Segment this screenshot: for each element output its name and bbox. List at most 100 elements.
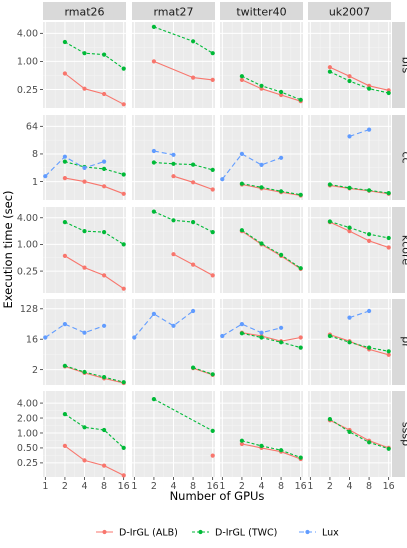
facet-panels: [43, 22, 391, 477]
data-point-d-irgl-twc: [121, 380, 126, 385]
data-point-d-irgl-twc: [327, 417, 332, 422]
series-line-lux: [349, 129, 370, 137]
data-point-d-irgl-twc: [298, 192, 303, 197]
y-tick-label: 128: [20, 304, 38, 315]
column-strips: rmat26 rmat27 twitter40 uk2007: [43, 2, 391, 20]
y-axis-ticks: 0.25 1.00 4.00 1 8 64 0.25 1.00 4.00 2 16 128 0.25 0.…: [17, 29, 43, 469]
data-point-d-irgl-alb: [62, 176, 67, 181]
data-point-d-irgl-twc: [102, 230, 107, 235]
series-line-d-irgl-alb: [64, 365, 124, 384]
row-label: bfs: [400, 57, 407, 74]
series-line-d-irgl-alb: [241, 443, 301, 460]
data-point-d-irgl-twc: [386, 349, 391, 354]
data-point-d-irgl-twc: [171, 218, 176, 223]
data-point-d-irgl-twc: [279, 252, 284, 257]
data-point-d-irgl-alb: [121, 102, 126, 107]
data-point-lux: [347, 315, 352, 320]
series-line-d-irgl-twc: [241, 229, 302, 269]
legend-key-point-lux: [305, 529, 310, 535]
data-point-d-irgl-alb: [151, 59, 156, 64]
data-point-lux: [151, 311, 156, 316]
data-point-lux: [43, 335, 48, 340]
data-point-d-irgl-twc: [279, 89, 284, 95]
series-line-d-irgl-alb: [64, 177, 124, 195]
data-point-d-irgl-alb: [191, 262, 196, 267]
data-point-d-irgl-twc: [82, 425, 87, 430]
data-point-d-irgl-twc: [191, 162, 196, 167]
data-point-lux: [191, 308, 196, 314]
x-tick-label: 1: [219, 481, 225, 492]
data-point-d-irgl-twc: [121, 242, 126, 247]
data-point-lux: [62, 322, 67, 327]
data-point-d-irgl-twc: [82, 229, 87, 234]
column-strip-rmat26: [43, 2, 126, 20]
row-label: kcore: [400, 235, 407, 265]
data-point-d-irgl-twc: [259, 335, 264, 340]
series-line-lux: [222, 323, 282, 337]
data-point-d-irgl-twc: [210, 230, 215, 235]
y-tick-label: 0.25: [17, 266, 38, 277]
data-point-d-irgl-twc: [347, 78, 352, 84]
x-tick-label: 2: [239, 481, 245, 492]
data-point-d-irgl-alb: [386, 352, 391, 357]
data-point-lux: [82, 165, 87, 170]
data-point-lux: [62, 154, 67, 159]
data-point-d-irgl-alb: [62, 253, 67, 258]
series-line-d-irgl-twc: [153, 398, 213, 432]
x-tick-label: 8: [190, 481, 196, 492]
legend-key-point-d-irgl-twc: [198, 529, 203, 535]
data-point-d-irgl-twc: [210, 51, 215, 56]
x-tick-label: 2: [327, 481, 333, 492]
series-line-d-irgl-alb: [64, 445, 124, 476]
data-point-d-irgl-twc: [279, 189, 284, 194]
data-point-d-irgl-alb: [62, 443, 67, 448]
x-axis-ticks: 1 2 4 8 16 1 2 4 8 16 1 2 4 8 16 1 2 4 8 16: [42, 477, 395, 492]
series-line-d-irgl-alb: [241, 79, 301, 102]
series-line-lux: [349, 310, 370, 319]
data-point-d-irgl-twc: [239, 181, 244, 186]
data-point-d-irgl-twc: [191, 220, 196, 225]
y-tick-label: 8: [32, 149, 38, 160]
data-point-d-irgl-alb: [102, 273, 107, 278]
y-tick-label: 4.00: [17, 398, 38, 409]
legend-label: D-IrGL (ALB): [119, 528, 178, 539]
data-point-d-irgl-twc: [327, 219, 332, 224]
data-point-d-irgl-twc: [102, 166, 107, 171]
series-line-d-irgl-alb: [241, 183, 301, 197]
data-point-d-irgl-twc: [151, 209, 156, 214]
data-point-d-irgl-twc: [82, 51, 87, 56]
data-point-d-irgl-twc: [298, 455, 303, 460]
x-tick-label: 1: [42, 481, 48, 492]
data-point-d-irgl-twc: [239, 228, 244, 233]
series-line-d-irgl-alb: [329, 66, 389, 91]
data-point-d-irgl-alb: [171, 252, 176, 257]
data-point-d-irgl-twc: [298, 266, 303, 271]
data-point-d-irgl-alb: [102, 91, 107, 97]
series-line-d-irgl-twc: [329, 71, 389, 94]
x-tick-label: 2: [62, 481, 68, 492]
data-point-d-irgl-twc: [151, 160, 156, 165]
data-point-d-irgl-twc: [210, 428, 215, 433]
data-point-lux: [259, 162, 264, 167]
series-line-d-irgl-alb: [192, 367, 213, 376]
data-point-d-irgl-twc: [62, 363, 67, 368]
y-tick-label: 0.50: [17, 443, 38, 454]
data-point-d-irgl-twc: [210, 167, 215, 172]
y-tick-label: 1.00: [17, 240, 38, 251]
data-point-lux: [367, 127, 372, 132]
row-strips: bfs cc kcore pr sssp: [392, 22, 407, 477]
series-line-d-irgl-alb: [64, 73, 124, 105]
data-point-d-irgl-twc: [367, 440, 372, 445]
data-point-lux: [132, 335, 137, 340]
data-point-d-irgl-twc: [279, 448, 284, 453]
column-strip-uk2007: [308, 2, 391, 20]
data-point-lux: [151, 148, 156, 154]
x-tick-label: 8: [278, 481, 284, 492]
data-point-d-irgl-alb: [191, 180, 196, 185]
data-point-d-irgl-twc: [367, 86, 372, 91]
data-point-d-irgl-alb: [239, 441, 244, 447]
data-point-d-irgl-twc: [367, 232, 372, 237]
column-label: rmat26: [64, 6, 104, 19]
series-line-d-irgl-twc: [329, 335, 389, 352]
series-line-lux: [44, 156, 105, 177]
